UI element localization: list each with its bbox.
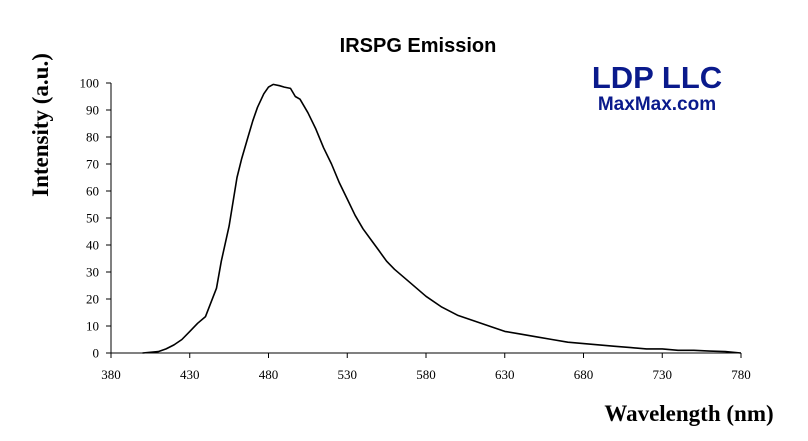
emission-curve: [142, 83, 742, 354]
x-tick-label: 780: [731, 367, 751, 382]
chart-title: IRSPG Emission: [340, 35, 497, 57]
brand-website: MaxMax.com: [598, 94, 716, 115]
x-tick-label: 730: [653, 367, 673, 382]
y-tick-label: 0: [93, 346, 100, 361]
x-tick-label: 430: [180, 367, 200, 382]
x-tick-label: 580: [416, 367, 436, 382]
x-axis-label: Wavelength (nm): [604, 401, 773, 426]
y-tick-label: 10: [86, 319, 99, 334]
plot-area: [142, 83, 742, 354]
axes: [110, 83, 741, 354]
y-tick-label: 20: [86, 292, 99, 307]
x-tick-label: 380: [101, 367, 121, 382]
y-axis-label: Intensity (a.u.): [28, 53, 53, 197]
x-tick-label: 680: [574, 367, 594, 382]
y-tick-label: 60: [86, 184, 99, 199]
x-tick-label: 480: [259, 367, 279, 382]
y-tick-label: 50: [86, 211, 99, 226]
x-tick-label: 630: [495, 367, 515, 382]
y-tick-label: 70: [86, 157, 99, 172]
y-axis-ticks: 0 10 20 30 40 50 60 70 80 90 100: [80, 76, 111, 361]
x-tick-label: 530: [338, 367, 358, 382]
x-axis-ticks: 380 430 480 530 580 630 680 730 780: [101, 353, 751, 382]
y-tick-label: 80: [86, 130, 99, 145]
y-tick-label: 90: [86, 103, 99, 118]
brand-company-name: LDP LLC: [592, 60, 722, 95]
y-tick-label: 40: [86, 238, 99, 253]
y-tick-label: 100: [80, 76, 100, 91]
y-tick-label: 30: [86, 265, 99, 280]
